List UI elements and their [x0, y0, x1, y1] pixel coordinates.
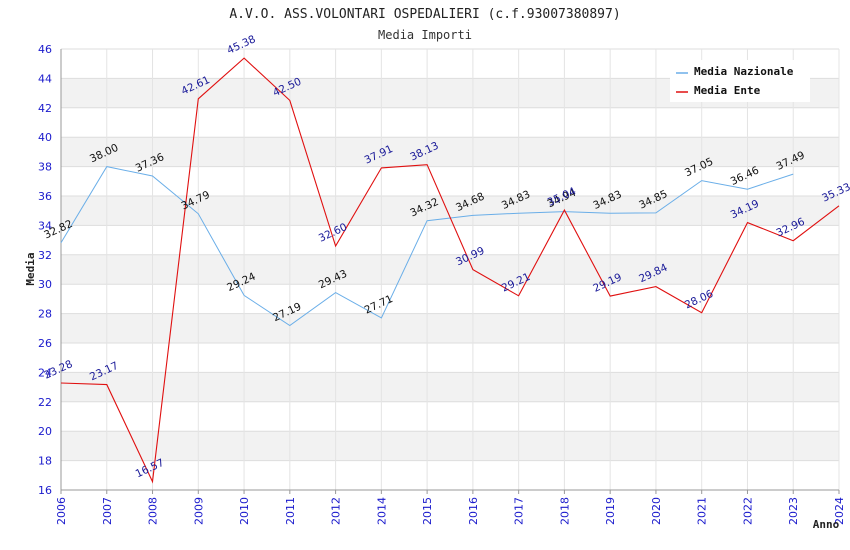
y-tick-label: 28: [38, 308, 52, 321]
legend-label-media-nazionale: Media Nazionale: [694, 65, 794, 78]
grid-band: [61, 196, 839, 226]
x-tick-label: 2022: [741, 497, 754, 525]
x-tick-label: 2012: [330, 497, 343, 525]
chart-subtitle: Media Importi: [378, 28, 472, 42]
y-tick-label: 44: [38, 72, 52, 85]
y-tick-label: 38: [38, 161, 52, 174]
y-tick-label: 46: [38, 43, 52, 56]
x-tick-label: 2014: [375, 497, 388, 525]
grid-band: [61, 313, 839, 343]
x-tick-label: 2021: [696, 497, 709, 525]
y-tick-label: 16: [38, 484, 52, 497]
series: [60, 57, 840, 484]
series-line-media-ente: [60, 57, 840, 484]
y-tick-label: 40: [38, 131, 52, 144]
data-label-media-nazionale: 36.46: [729, 164, 762, 188]
x-tick-label: 2023: [787, 497, 800, 525]
x-tick-label: 2018: [558, 497, 571, 525]
data-label-media-ente: 45.38: [225, 33, 257, 57]
x-tick-label: 2020: [650, 497, 663, 525]
data-label-media-ente: 28.06: [683, 288, 716, 312]
x-tick-label: 2007: [101, 497, 114, 525]
grid: [60, 48, 840, 491]
x-tick-label: 2009: [192, 497, 205, 525]
y-tick-label: 20: [38, 425, 52, 438]
y-tick-label: 30: [38, 278, 52, 291]
grid-band: [61, 254, 839, 285]
grid-band: [61, 137, 839, 167]
grid-band: [61, 372, 839, 402]
legend: Media Nazionale Media Ente: [670, 60, 810, 102]
x-tick-label: 2011: [284, 497, 297, 525]
y-tick-label: 42: [38, 102, 52, 115]
x-tick-label: 2008: [147, 497, 160, 525]
grid-band: [61, 431, 839, 461]
y-tick-label: 22: [38, 396, 52, 409]
y-axis-label: Media: [24, 252, 37, 285]
x-axis-label: Anno: [813, 518, 840, 531]
x-tick-label: 2015: [421, 497, 434, 525]
y-tick-label: 18: [38, 455, 52, 468]
x-tick-label: 2017: [513, 497, 526, 525]
y-tick-label: 34: [38, 219, 52, 232]
x-tick-label: 2019: [604, 497, 617, 525]
y-tick-label: 36: [38, 190, 52, 203]
x-tick-label: 2006: [55, 497, 68, 525]
series-line-media-nazionale: [60, 166, 794, 327]
chart-title: A.V.O. ASS.VOLONTARI OSPEDALIERI (c.f.93…: [229, 7, 620, 22]
legend-label-media-ente: Media Ente: [694, 84, 761, 97]
x-tick-label: 2016: [467, 497, 480, 525]
x-tick-label: 2010: [238, 497, 251, 525]
y-tick-label: 24: [38, 366, 52, 379]
legend-box: [670, 60, 810, 102]
y-tick-label: 26: [38, 337, 52, 350]
y-tick-label: 32: [38, 249, 52, 262]
x-tick-label: 2024: [833, 497, 846, 525]
data-label-media-nazionale: 27.71: [363, 293, 395, 317]
